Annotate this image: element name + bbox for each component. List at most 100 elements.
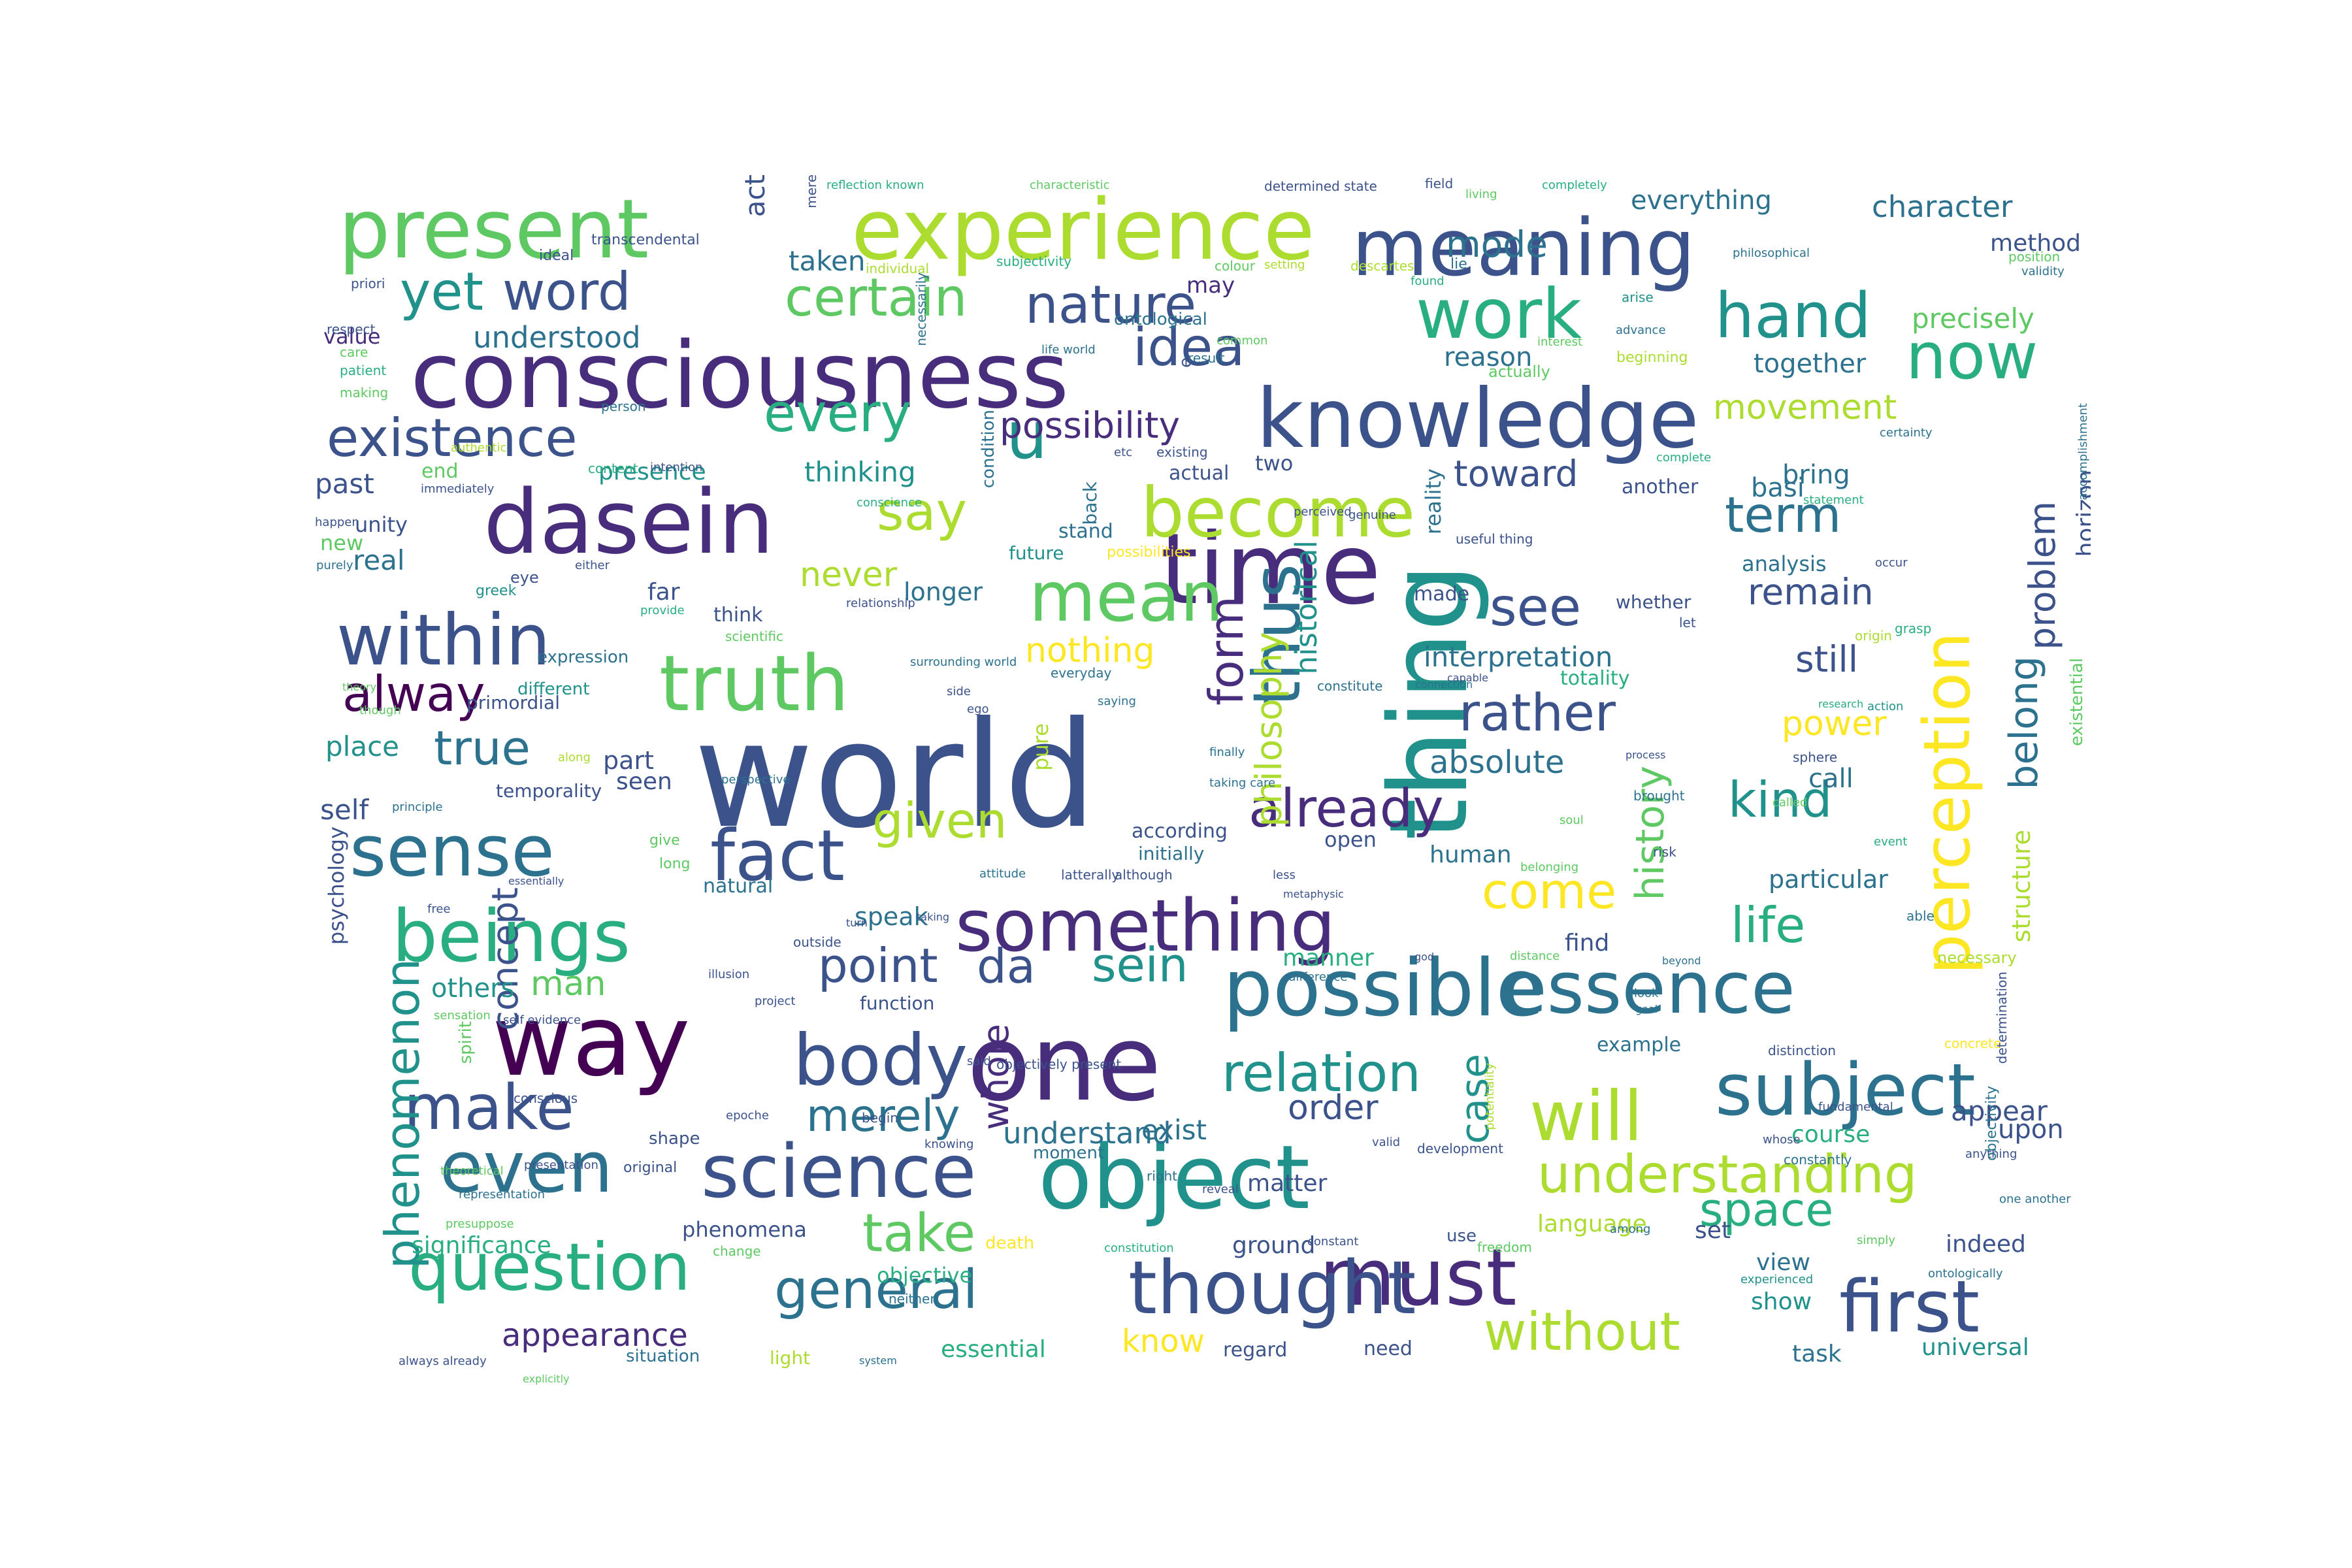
word-part: part	[603, 746, 654, 775]
word-call: call	[1808, 764, 1854, 794]
word-view: view	[1756, 1249, 1810, 1276]
word-explicitly: explicitly	[523, 1373, 570, 1385]
word-provide: provide	[640, 604, 685, 617]
word-cloud: world consciousness one way thing time experie…	[314, 174, 2091, 1392]
word-pure: pure	[1028, 723, 1053, 771]
word-actually: actually	[1488, 363, 1550, 381]
word-mode: mode	[1446, 223, 1548, 265]
word-language: language	[1537, 1211, 1647, 1237]
word-action: action	[1867, 700, 1904, 713]
word-possibilities: possibilities	[1107, 544, 1191, 561]
word-beings: beings	[392, 894, 630, 978]
word-belonging: belonging	[1520, 860, 1579, 874]
word-may: may	[1186, 272, 1235, 299]
word-death: death	[985, 1233, 1035, 1253]
word-situation: situation	[626, 1347, 700, 1366]
word-become: become	[1141, 473, 1416, 553]
word-anything: anything	[1965, 1147, 2017, 1161]
word-belong: belong	[2001, 656, 2047, 790]
word-constitution: constitution	[1104, 1241, 1174, 1255]
word-ground: ground	[1232, 1232, 1316, 1259]
word-content: content	[588, 461, 638, 476]
word-value: value	[323, 324, 381, 349]
word-completely: completely	[1542, 178, 1607, 192]
word-interest: interest	[1537, 335, 1583, 349]
word-process: process	[1625, 749, 1666, 761]
word-thinking: thinking	[804, 456, 916, 488]
word-past: past	[315, 468, 374, 500]
word-spirit: spirit	[456, 1021, 476, 1064]
word-epoche: epoche	[726, 1109, 769, 1122]
word-statement: statement	[1803, 493, 1864, 507]
word-event: event	[1874, 835, 1908, 849]
word-always-already: always already	[399, 1354, 487, 1368]
word-common: common	[1217, 334, 1268, 348]
word-find: find	[1565, 930, 1610, 956]
word-setting: setting	[1264, 258, 1305, 272]
word-individual: individual	[866, 261, 930, 276]
word-even: even	[440, 1127, 613, 1209]
word-act: act	[739, 174, 771, 218]
word-matter: matter	[1247, 1170, 1328, 1197]
word-potentiality: potentiality	[1483, 1063, 1497, 1130]
word-conscious: conscious	[514, 1090, 578, 1106]
word-totality: totality	[1560, 667, 1630, 690]
word-necessary: necessary	[1937, 949, 2017, 967]
word-psychology: psychology	[324, 826, 349, 945]
word-said: said	[967, 1054, 991, 1068]
word-initially: initially	[1138, 843, 1205, 864]
word-sphere: sphere	[1793, 749, 1838, 765]
word-freedom: freedom	[1477, 1239, 1532, 1255]
word-phenomenon: phenomenon	[375, 958, 430, 1269]
word-man: man	[531, 964, 606, 1004]
word-philosophy: philosophy	[1248, 632, 1290, 827]
word-necessarily: necessarily	[913, 272, 929, 346]
word-shape: shape	[649, 1129, 700, 1149]
word-phenomena: phenomena	[682, 1217, 807, 1242]
word-light: light	[770, 1347, 811, 1369]
word-illusion: illusion	[708, 968, 750, 981]
word-moment: moment	[1033, 1143, 1105, 1163]
word-among: among	[1610, 1222, 1651, 1236]
word-history: history	[1627, 766, 1673, 901]
word-problem: problem	[2021, 501, 2063, 650]
word-subject: subject	[1715, 1048, 1976, 1132]
word-object: object	[1038, 1126, 1311, 1229]
word-mean: mean	[1029, 557, 1224, 637]
word-truth: truth	[659, 638, 849, 728]
word-self: self	[320, 794, 369, 826]
word-will: will	[1529, 1077, 1643, 1156]
word-greek: greek	[476, 583, 517, 599]
word-appearance: appearance	[502, 1317, 688, 1354]
word-surrounding-world: surrounding world	[910, 655, 1017, 669]
word-longer: longer	[904, 578, 983, 606]
word-concrete: concrete	[1944, 1036, 2002, 1051]
word-presentation: presentation	[524, 1158, 598, 1172]
word-knowledge: knowledge	[1256, 372, 1699, 466]
word-set: set	[1695, 1217, 1731, 1244]
word-side: side	[947, 685, 971, 698]
word-meaning: meaning	[1352, 203, 1695, 294]
word-work: work	[1416, 274, 1582, 354]
word-making: making	[340, 385, 389, 400]
word-objective: objective	[877, 1263, 973, 1288]
word-e: e	[1176, 357, 1196, 368]
word-use: use	[1446, 1226, 1477, 1246]
word-present: present	[338, 182, 649, 277]
word-nothing: nothing	[1025, 631, 1155, 670]
word-lie: lie	[1450, 256, 1467, 272]
word-structure: structure	[2007, 830, 2036, 943]
word-metaphysic: metaphysic	[1283, 888, 1344, 900]
word-general: general	[774, 1259, 978, 1321]
word-rather: rather	[1459, 684, 1616, 743]
word-power: power	[1782, 704, 1887, 743]
word-development: development	[1417, 1141, 1503, 1156]
word-ideal: ideal	[539, 248, 574, 264]
word-already: already	[1249, 778, 1444, 839]
word-life: life	[1731, 896, 1806, 954]
word-science: science	[701, 1130, 977, 1215]
word-new: new	[320, 531, 364, 555]
word-appear: appear	[1951, 1095, 2048, 1127]
word-whose: whose	[1763, 1133, 1801, 1147]
word-reveal: reveal	[1202, 1183, 1239, 1196]
